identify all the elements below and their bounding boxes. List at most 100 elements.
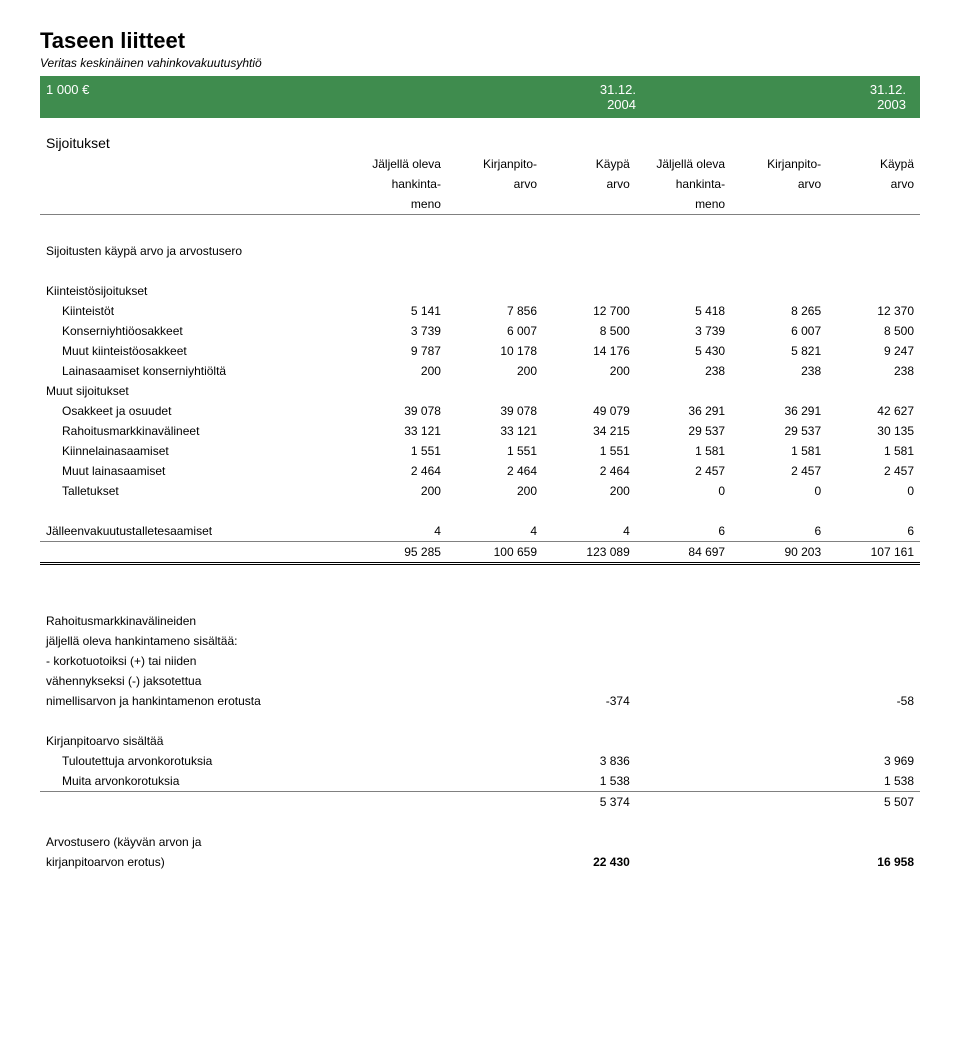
row-lainasaamiset: Lainasaamiset konserniyhtiöltä 200 200 2… xyxy=(40,361,920,381)
cell: 84 697 xyxy=(636,542,731,564)
row-label: Lainasaamiset konserniyhtiöltä xyxy=(40,361,352,381)
cell: 5 418 xyxy=(636,301,731,321)
colhead-row3: meno meno xyxy=(40,194,920,215)
cell: 2 457 xyxy=(827,461,920,481)
row-tuloutettuja: Tuloutettuja arvonkorotuksia 3 836 3 969 xyxy=(40,751,920,771)
cell: -58 xyxy=(827,691,920,711)
cell: 22 430 xyxy=(543,852,636,872)
colhead: Jäljellä oleva xyxy=(352,154,447,174)
cell: 6 007 xyxy=(447,321,543,341)
group-kiinteistosijoitukset: Kiinteistösijoitukset xyxy=(40,281,920,301)
cell: 200 xyxy=(447,361,543,381)
row-jalleenvakuutus: Jälleenvakuutustalletesaamiset 4 4 4 6 6… xyxy=(40,521,920,542)
cell: 3 969 xyxy=(827,751,920,771)
subsection-heading: Sijoitusten käypä arvo ja arvostusero xyxy=(40,241,920,261)
label: Kiinteistösijoitukset xyxy=(40,281,352,301)
cell: 0 xyxy=(636,481,731,501)
cell: 1 581 xyxy=(731,441,827,461)
row-label: Muut kiinteistöosakkeet xyxy=(40,341,352,361)
cell: 1 581 xyxy=(636,441,731,461)
cell: 3 739 xyxy=(352,321,447,341)
year-1: 2004 xyxy=(607,97,636,112)
rahoitus-note-4: vähennykseksi (-) jaksotettua xyxy=(40,671,920,691)
double-rule xyxy=(40,564,920,572)
cell: 5 430 xyxy=(636,341,731,361)
cell: 200 xyxy=(352,361,447,381)
row-label: kirjanpitoarvon erotus) xyxy=(40,852,352,872)
colhead: meno xyxy=(352,194,447,215)
cell: 8 265 xyxy=(731,301,827,321)
cell: 1 551 xyxy=(447,441,543,461)
cell: 9 787 xyxy=(352,341,447,361)
cell: 33 121 xyxy=(447,421,543,441)
row-arvostusero: kirjanpitoarvon erotus) 22 430 16 958 xyxy=(40,852,920,872)
row-muita: Muita arvonkorotuksia 1 538 1 538 xyxy=(40,771,920,792)
row-nimellisarvon: nimellisarvon ja hankintamenon erotusta … xyxy=(40,691,920,711)
cell: 12 370 xyxy=(827,301,920,321)
cell: 34 215 xyxy=(543,421,636,441)
row-label: Tuloutettuja arvonkorotuksia xyxy=(40,751,352,771)
cell: 200 xyxy=(447,481,543,501)
colhead: arvo xyxy=(447,174,543,194)
cell: -374 xyxy=(543,691,636,711)
row-muut-laina: Muut lainasaamiset 2 464 2 464 2 464 2 4… xyxy=(40,461,920,481)
label: Muut sijoitukset xyxy=(40,381,352,401)
colhead: Käypä xyxy=(827,154,920,174)
row-label: Konserniyhtiöosakkeet xyxy=(40,321,352,341)
cell: 238 xyxy=(827,361,920,381)
cell: 1 581 xyxy=(827,441,920,461)
cell: 200 xyxy=(543,361,636,381)
cell: 95 285 xyxy=(352,542,447,564)
cell: 5 821 xyxy=(731,341,827,361)
cell: 2 457 xyxy=(636,461,731,481)
row-konserniyhtio: Konserniyhtiöosakkeet 3 739 6 007 8 500 … xyxy=(40,321,920,341)
cell: 5 141 xyxy=(352,301,447,321)
cell: 2 464 xyxy=(352,461,447,481)
colhead-row2: hankinta- arvo arvo hankinta- arvo arvo xyxy=(40,174,920,194)
kirjanpito-heading: Kirjanpitoarvo sisältää xyxy=(40,731,920,751)
cell: 49 079 xyxy=(543,401,636,421)
financial-table: Sijoitukset Jäljellä oleva Kirjanpito- K… xyxy=(40,132,920,872)
row-label: Muita arvonkorotuksia xyxy=(40,771,352,792)
cell: 1 551 xyxy=(352,441,447,461)
row-label: Kiinteistöt xyxy=(40,301,352,321)
cell: 123 089 xyxy=(543,542,636,564)
cell: 107 161 xyxy=(827,542,920,564)
cell: 29 537 xyxy=(636,421,731,441)
cell: 0 xyxy=(731,481,827,501)
row-label: nimellisarvon ja hankintamenon erotusta xyxy=(40,691,352,711)
row-label: Osakkeet ja osuudet xyxy=(40,401,352,421)
date-2: 31.12. xyxy=(870,82,906,97)
cell: 2 457 xyxy=(731,461,827,481)
cell: 6 xyxy=(827,521,920,542)
cell: 7 856 xyxy=(447,301,543,321)
colhead: Käypä xyxy=(543,154,636,174)
label: - korkotuotoiksi (+) tai niiden xyxy=(40,651,352,671)
cell: 29 537 xyxy=(731,421,827,441)
page-title: Taseen liitteet xyxy=(40,28,920,54)
row-talletukset: Talletukset 200 200 200 0 0 0 xyxy=(40,481,920,501)
year-2: 2003 xyxy=(877,97,906,112)
cell: 200 xyxy=(352,481,447,501)
cell: 6 007 xyxy=(731,321,827,341)
arvostusero-note-1: Arvostusero (käyvän arvon ja xyxy=(40,832,920,852)
cell: 238 xyxy=(731,361,827,381)
section-heading-label: Sijoitukset xyxy=(40,132,352,154)
row-label: Rahoitusmarkkinavälineet xyxy=(40,421,352,441)
cell: 39 078 xyxy=(447,401,543,421)
header-bar: 1 000 € 31.12. 2004 31.12. 2003 xyxy=(40,76,920,118)
label: vähennykseksi (-) jaksotettua xyxy=(40,671,352,691)
section-sijoitukset: Sijoitukset xyxy=(40,132,920,154)
row-subtotal: 5 374 5 507 xyxy=(40,792,920,813)
cell: 200 xyxy=(543,481,636,501)
colhead: Jäljellä oleva xyxy=(636,154,731,174)
label: Rahoitusmarkkinavälineiden xyxy=(40,611,352,631)
colhead: arvo xyxy=(731,174,827,194)
row-rahoitusmarkkina: Rahoitusmarkkinavälineet 33 121 33 121 3… xyxy=(40,421,920,441)
cell: 238 xyxy=(636,361,731,381)
cell: 5 374 xyxy=(543,792,636,813)
row-label: Kiinnelainasaamiset xyxy=(40,441,352,461)
cell: 1 538 xyxy=(543,771,636,792)
cell: 4 xyxy=(447,521,543,542)
cell: 36 291 xyxy=(636,401,731,421)
